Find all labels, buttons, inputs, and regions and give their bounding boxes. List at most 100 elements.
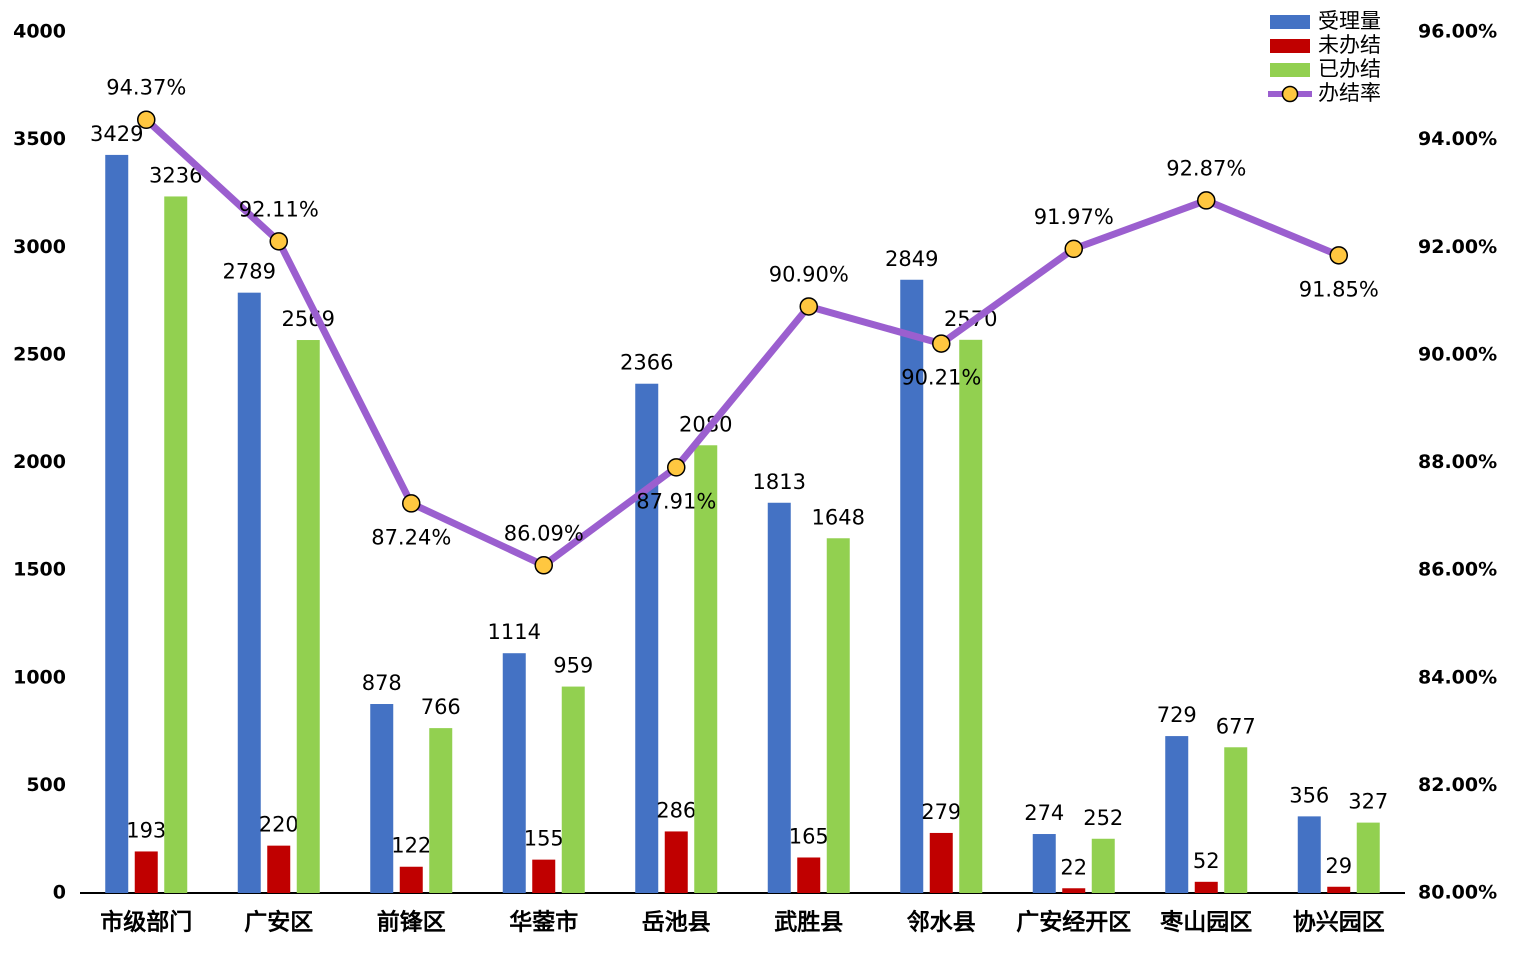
bar [105, 154, 129, 894]
line-marker [137, 110, 156, 129]
line-marker [269, 232, 288, 251]
line-marker [667, 458, 686, 477]
bar [929, 832, 953, 893]
bar-value-label: 165 [789, 824, 829, 848]
bar [767, 502, 791, 893]
y-tick-label: 500 [26, 774, 66, 796]
line [143, 117, 1341, 569]
bar-value-label: 2849 [885, 247, 938, 271]
bar [164, 196, 188, 894]
x-tick-label: 广安经开区 [1016, 909, 1131, 936]
line-value-label: 92.11% [239, 197, 319, 221]
line-marker [799, 297, 818, 316]
x-tick-label: 武胜县 [774, 910, 843, 936]
legend-label: 受理量 [1318, 9, 1381, 33]
legend-label: 已办结 [1318, 57, 1381, 81]
bar [237, 292, 261, 894]
bar [1224, 747, 1248, 893]
bar-value-label: 766 [421, 695, 461, 719]
bar-value-label: 327 [1348, 790, 1388, 814]
bar-value-label: 252 [1083, 806, 1123, 830]
y-tick-label: 1500 [13, 559, 66, 581]
line-value-label: 87.91% [636, 489, 716, 513]
x-tick-label: 岳池县 [642, 910, 711, 936]
bar [1062, 888, 1086, 893]
bar [502, 653, 526, 893]
y2-tick-label: 92.00% [1418, 236, 1497, 258]
bar [797, 857, 821, 893]
line-value-label: 92.87% [1166, 156, 1246, 180]
bar [900, 279, 924, 893]
bar-value-label: 122 [391, 834, 431, 858]
legend-label: 办结率 [1318, 81, 1381, 105]
y-tick-label: 2000 [13, 451, 66, 473]
legend-swatch [1281, 85, 1299, 103]
bar-value-label: 279 [921, 800, 961, 824]
bar [561, 686, 585, 893]
bar [959, 339, 983, 893]
bar [664, 831, 688, 893]
bar-value-label: 2569 [282, 307, 335, 331]
y-tick-label: 0 [53, 882, 66, 904]
bar-value-label: 959 [553, 654, 593, 678]
bar-value-label: 220 [259, 813, 299, 837]
y2-tick-label: 82.00% [1418, 774, 1497, 796]
bar-value-label: 729 [1157, 703, 1197, 727]
legend-swatch [1270, 39, 1310, 53]
x-tick-label: 协兴园区 [1293, 910, 1385, 936]
bar-value-label: 1114 [488, 620, 541, 644]
x-tick-label: 广安区 [244, 909, 313, 936]
bar [267, 845, 291, 893]
bar-value-label: 356 [1289, 783, 1329, 807]
bar [429, 728, 453, 893]
bar [296, 340, 320, 894]
bar [694, 445, 718, 893]
line-marker [1197, 191, 1216, 210]
y-tick-label: 2500 [13, 343, 66, 365]
x-tick-label: 邻水县 [907, 910, 976, 936]
bar-value-label: 22 [1060, 855, 1087, 879]
line-value-label: 87.24% [371, 525, 451, 549]
y-tick-label: 3500 [13, 128, 66, 150]
line-value-label: 91.85% [1299, 277, 1379, 301]
bar-value-label: 52 [1193, 849, 1220, 873]
legend-swatch [1270, 15, 1310, 29]
bar-value-label: 878 [362, 671, 402, 695]
line-value-label: 90.21% [901, 366, 981, 390]
bar [1356, 822, 1380, 893]
bar [399, 866, 423, 893]
x-tick-label: 华蓥市 [509, 909, 578, 936]
bar [635, 383, 659, 893]
x-tick-label: 市级部门 [100, 909, 192, 936]
bar [1194, 881, 1218, 893]
line-value-label: 94.37% [106, 76, 186, 100]
line-marker [534, 556, 553, 575]
bar [826, 538, 850, 893]
line-marker [402, 494, 421, 513]
line-marker [932, 334, 951, 353]
x-tick-label: 枣山园区 [1159, 910, 1252, 936]
y2-tick-label: 90.00% [1418, 343, 1497, 365]
bar [1091, 838, 1115, 893]
line-value-label: 90.90% [769, 262, 849, 286]
y2-tick-label: 80.00% [1418, 882, 1497, 904]
legend-swatch [1270, 63, 1310, 77]
bar-value-label: 1813 [753, 470, 806, 494]
bar-value-label: 155 [524, 827, 564, 851]
y-tick-label: 3000 [13, 236, 66, 258]
bar [1297, 816, 1321, 893]
bar-value-label: 274 [1024, 801, 1064, 825]
line-value-label: 91.97% [1034, 205, 1114, 229]
bar-value-label: 677 [1216, 714, 1256, 738]
y2-tick-label: 94.00% [1418, 128, 1497, 150]
y2-tick-label: 84.00% [1418, 666, 1497, 688]
bar [1165, 736, 1189, 893]
line-value-label: 86.09% [504, 521, 584, 545]
bar-value-label: 286 [656, 798, 696, 822]
bar [370, 704, 394, 893]
bar-value-label: 2789 [223, 260, 276, 284]
y2-tick-label: 88.00% [1418, 451, 1497, 473]
x-tick-label: 前锋区 [377, 909, 446, 936]
bar-value-label: 1648 [812, 505, 865, 529]
